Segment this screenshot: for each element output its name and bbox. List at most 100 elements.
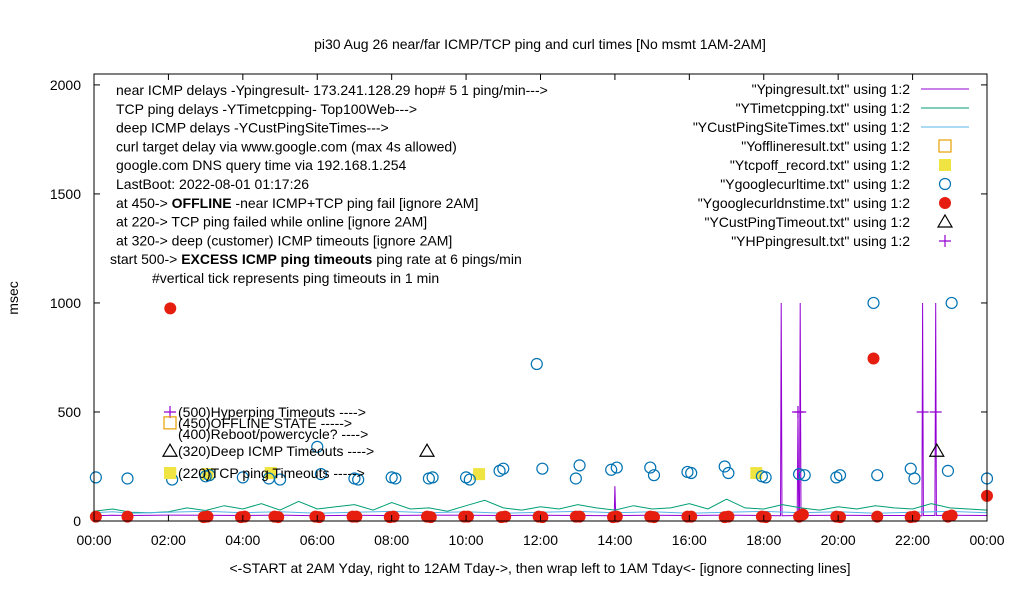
info-line: near ICMP delays -Ypingresult- 173.241.1… (116, 82, 548, 98)
key-marker (164, 467, 176, 480)
x-tick-label: 08:00 (374, 532, 409, 548)
data-point (389, 472, 402, 485)
info-text: start 500-> (110, 251, 181, 267)
legend-marker (938, 139, 952, 153)
y-tick-label: 1500 (50, 186, 81, 202)
x-tick-label: 00:00 (969, 532, 1004, 548)
data-point (945, 296, 958, 310)
data-point (792, 468, 806, 481)
data-point (499, 510, 512, 523)
data-point (314, 468, 328, 481)
data-point (718, 460, 731, 473)
legend-label: "Ygooglecurltime.txt" using 1:2 (720, 176, 910, 192)
data-point (424, 511, 437, 524)
data-point (798, 469, 811, 482)
info-bold: EXCESS ICMP ping timeouts (181, 251, 372, 267)
legend-label: "YHPpingresult.txt" using 1:2 (731, 233, 910, 249)
data-point (473, 468, 486, 481)
data-point (685, 510, 698, 523)
data-point (796, 508, 809, 521)
series-line (93, 498, 988, 514)
info-text: near ICMP delays -Ypingresult- 173.241.1… (110, 82, 548, 286)
legend-label: "YCustPingSiteTimes.txt" using 1:2 (693, 119, 910, 135)
legend-marker (939, 159, 951, 171)
legend-marker (936, 213, 954, 228)
data-point (273, 473, 287, 486)
data-point (569, 472, 582, 485)
data-point (722, 466, 735, 480)
data-point (387, 510, 400, 523)
data-point (352, 473, 365, 486)
data-point (610, 461, 623, 474)
x-tick-label: 00:00 (76, 532, 111, 548)
data-point (461, 510, 474, 523)
data-point (610, 510, 623, 523)
data-point (418, 443, 436, 457)
data-point (647, 511, 660, 524)
key-label: (320)Deep ICMP Timeouts ----> (178, 443, 374, 459)
data-point (916, 405, 929, 418)
legend-label: "Yofflineresult.txt" using 1:2 (741, 138, 910, 154)
data-point (164, 302, 177, 315)
data-point (311, 440, 324, 453)
key-marker (164, 405, 176, 418)
info-bold: OFFLINE (172, 195, 232, 211)
series-line (93, 510, 988, 514)
data-point (871, 510, 884, 523)
legend-label: "YCustPingTimeout.txt" using 1:2 (704, 214, 910, 230)
plot-area (89, 296, 994, 524)
key-label: (400)Reboot/powercycle? ----> (178, 426, 368, 442)
data-point (685, 466, 698, 480)
data-point (350, 510, 363, 523)
legend-marker (938, 177, 952, 191)
series-2 (93, 510, 988, 514)
series-1 (93, 498, 988, 514)
data-point (928, 443, 945, 457)
data-point (941, 464, 955, 477)
info-line: at 220-> TCP ping failed while online [i… (116, 214, 427, 230)
key-label: (450)OFFLINE STATE -----> (178, 415, 352, 431)
info-line: LastBoot: 2022-08-01 01:17:26 (116, 176, 309, 192)
info-line: at 320-> deep (customer) ICMP timeouts [… (116, 232, 452, 248)
data-point (605, 463, 618, 476)
series-6 (89, 302, 993, 524)
legend-label: "YTimetcpping.txt" using 1:2 (736, 100, 911, 116)
x-tick-label: 04:00 (225, 532, 260, 548)
x-tick-label: 02:00 (151, 532, 186, 548)
data-point (759, 471, 772, 484)
data-point (121, 510, 134, 523)
legend: "Ypingresult.txt" using 1:2 "YTimetcpping… (693, 81, 969, 249)
x-tick-label: 10:00 (449, 532, 484, 548)
info-line: #vertical tick represents ping timeouts … (152, 270, 439, 286)
series-5 (89, 296, 994, 486)
data-point (530, 357, 543, 371)
data-point (867, 352, 880, 365)
chart-title: pi30 Aug 26 near/far ICMP/TCP ping and c… (314, 36, 766, 52)
data-point (497, 462, 510, 475)
data-point (833, 469, 847, 482)
data-point (89, 471, 102, 484)
data-point (89, 510, 102, 523)
data-point (573, 459, 586, 472)
data-point (908, 472, 921, 485)
data-point (236, 471, 249, 484)
y-tick-label: 0 (73, 513, 81, 529)
info-line: curl target delay via www.google.com (ma… (116, 138, 457, 154)
data-point (272, 511, 285, 524)
x-tick-label: 16:00 (672, 532, 707, 548)
data-point (121, 472, 134, 485)
data-point (759, 511, 772, 524)
info-line: TCP ping delays -YTimetcpping- Top100Web… (116, 101, 417, 117)
legend-label: "Ygooglecurldnstime.txt" using 1:2 (698, 195, 910, 211)
data-point (536, 511, 549, 524)
info-line: start 500-> EXCESS ICMP ping timeouts pi… (110, 251, 522, 267)
info-line: google.com DNS query time via 192.168.1.… (116, 157, 406, 173)
info-line: deep ICMP delays -YCustPingSiteTimes---> (116, 120, 389, 136)
data-point (536, 462, 549, 475)
data-point (871, 469, 884, 482)
y-tick-label: 2000 (50, 77, 81, 93)
data-point (834, 511, 847, 524)
y-tick-label: 500 (58, 404, 82, 420)
data-point (203, 469, 216, 482)
